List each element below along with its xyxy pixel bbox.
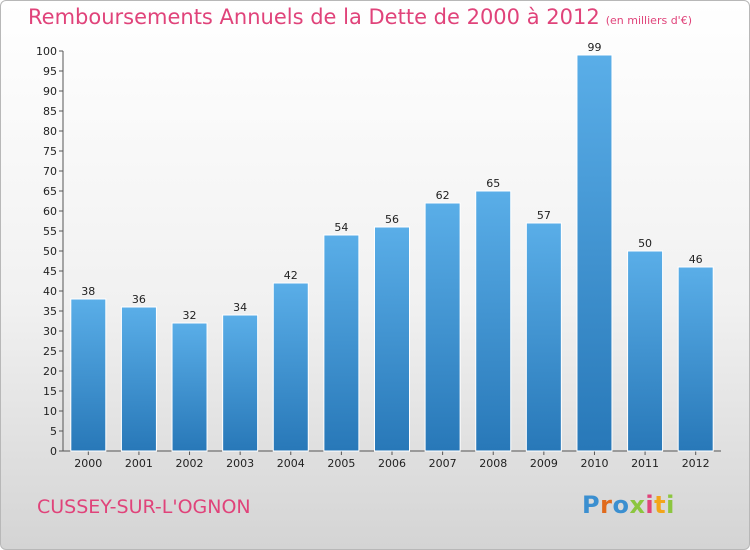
bar-2008 <box>475 190 512 452</box>
y-tick-label: 15 <box>43 385 57 398</box>
data-label-2009: 57 <box>537 209 551 222</box>
logo-letter: t <box>654 491 667 519</box>
bar-2007 <box>424 202 461 452</box>
data-label-2000: 38 <box>81 285 95 298</box>
x-tick-label-2004: 2004 <box>277 457 305 470</box>
data-label-2003: 34 <box>233 301 247 314</box>
data-label-2002: 32 <box>183 309 197 322</box>
bar-2009 <box>525 222 562 452</box>
y-tick-label: 50 <box>43 245 57 258</box>
x-tick-label-2009: 2009 <box>530 457 558 470</box>
y-tick-label: 55 <box>43 225 57 238</box>
x-tick-label-2002: 2002 <box>176 457 204 470</box>
bar-2001 <box>120 306 157 452</box>
y-tick-label: 20 <box>43 365 57 378</box>
y-tick-label: 95 <box>43 65 57 78</box>
data-label-2006: 56 <box>385 213 399 226</box>
y-tick-label: 70 <box>43 165 57 178</box>
y-tick-label: 80 <box>43 125 57 138</box>
x-tick-label-2000: 2000 <box>74 457 102 470</box>
y-tick-label: 65 <box>43 185 57 198</box>
x-tick-label-2008: 2008 <box>479 457 507 470</box>
x-tick-label-2012: 2012 <box>682 457 710 470</box>
x-tick-label-2005: 2005 <box>327 457 355 470</box>
chart-unit-subtitle: (en milliers d'€) <box>605 14 692 27</box>
x-tick-label-2003: 2003 <box>226 457 254 470</box>
logo-letter: x <box>629 491 646 519</box>
x-tick-label-2010: 2010 <box>580 457 608 470</box>
data-label-2011: 50 <box>638 237 652 250</box>
y-tick-label: 75 <box>43 145 57 158</box>
y-tick-label: 25 <box>43 345 57 358</box>
logo-letter: i <box>666 491 675 519</box>
chart-axes: 0 5 10 15 20 25 30 35 40 45 50 55 60 65 70 75 80 85 90 95 10… <box>36 45 721 458</box>
data-label-2012: 46 <box>689 253 703 266</box>
y-tick-label: 60 <box>43 205 57 218</box>
town-name: CUSSEY-SUR-L'OGNON <box>37 496 251 518</box>
y-tick-label: 5 <box>50 425 57 438</box>
bar-2003 <box>222 314 259 452</box>
bar-2000 <box>70 298 107 452</box>
chart-labels: 38 2000 36 2001 32 2002 34 2003 42 2004 54 2005 56 20… <box>74 41 709 470</box>
x-tick-label-2001: 2001 <box>125 457 153 470</box>
y-tick-label: 45 <box>43 265 57 278</box>
y-tick-label: 0 <box>50 445 57 458</box>
logo-letter: o <box>612 491 630 519</box>
data-label-2008: 65 <box>486 177 500 190</box>
y-tick-label: 10 <box>43 405 57 418</box>
y-tick-label: 90 <box>43 85 57 98</box>
bar-2005 <box>323 234 360 452</box>
logo-letter: P <box>582 491 601 519</box>
data-label-2007: 62 <box>436 189 450 202</box>
data-label-2001: 36 <box>132 293 146 306</box>
logo-letter: r <box>600 491 613 519</box>
y-tick-label: 35 <box>43 305 57 318</box>
y-tick-label: 85 <box>43 105 57 118</box>
y-tick-label: 40 <box>43 285 57 298</box>
chart-title-text: Remboursements Annuels de la Dette de 20… <box>28 5 600 29</box>
x-tick-label-2007: 2007 <box>429 457 457 470</box>
bar-2011 <box>627 250 664 452</box>
chart-bars <box>70 54 714 452</box>
proxiti-logo: Proxiti <box>582 491 675 519</box>
data-label-2005: 54 <box>334 221 348 234</box>
logo-letter: i <box>645 491 655 519</box>
data-label-2004: 42 <box>284 269 298 282</box>
data-label-2010: 99 <box>587 41 601 54</box>
y-tick-label: 100 <box>36 45 57 58</box>
bar-2012 <box>677 266 714 452</box>
bar-2004 <box>272 282 309 452</box>
bar-2002 <box>171 322 208 452</box>
x-tick-label-2011: 2011 <box>631 457 659 470</box>
bar-2010 <box>576 54 613 452</box>
bar-2006 <box>374 226 410 452</box>
x-tick-label-2006: 2006 <box>378 457 406 470</box>
y-tick-label: 30 <box>43 325 57 338</box>
chart-title: Remboursements Annuels de la Dette de 20… <box>28 5 692 29</box>
